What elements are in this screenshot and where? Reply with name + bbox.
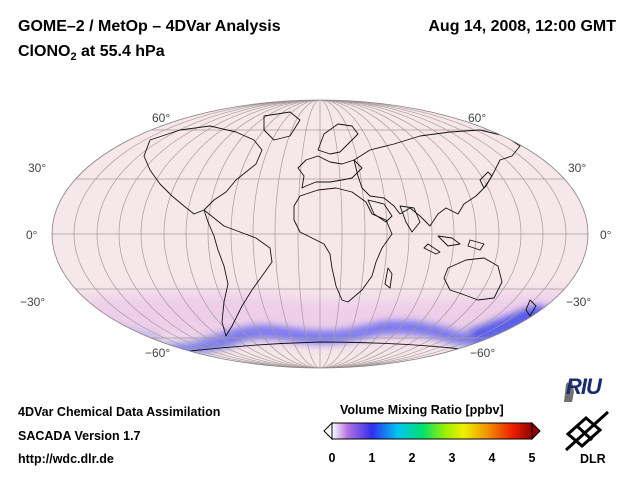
meridian-120 (140, 100, 500, 368)
lat-labels: 60° 30° 0° −30° −60° 60° 30° 0° −30° −60… (20, 111, 612, 360)
south-america-coast (203, 209, 273, 337)
lat-label-left-minus30: −30° (20, 295, 45, 309)
footer-line-1: 4DVar Chemical Data Assimilation (18, 405, 221, 419)
meridian-45 (252, 100, 388, 368)
sumatra-coast (423, 243, 441, 255)
meridian-135 (118, 100, 522, 368)
colorbar-tick-4: 4 (488, 451, 496, 465)
lat-label-left-0: 0° (26, 228, 38, 242)
meridian-165 (73, 100, 567, 368)
colorbar-max-arrow (531, 421, 541, 441)
meridian-15 (297, 100, 343, 368)
dlr-logo-icon (564, 410, 610, 452)
species-name: ClONO (18, 43, 71, 60)
greenland-coast (263, 111, 301, 141)
map-title: GOME–2 / MetOp – 4DVar Analysis (18, 18, 281, 35)
lat-label-left-30: 30° (28, 161, 46, 175)
map-outline (51, 99, 589, 369)
footer-line-2: SACADA Version 1.7 (18, 429, 141, 443)
asia-coast (353, 129, 521, 227)
colorbar-tick-0: 0 (328, 451, 336, 465)
band-core (200, 324, 420, 346)
colorbar-tick-1: 1 (368, 451, 376, 465)
new-zealand-coast (525, 299, 537, 317)
meridian-30 (274, 100, 366, 368)
riu-logo-icon (564, 380, 574, 402)
meridian-60 (230, 100, 410, 368)
lat-label-right-30: 30° (568, 161, 586, 175)
colorbar-min-arrow (323, 421, 333, 441)
colorbar-tick-5: 5 (528, 451, 536, 465)
meridian-75 (207, 100, 433, 368)
africa-coast (293, 187, 393, 303)
lat-label-right-minus60: −60° (470, 346, 495, 360)
lat-label-left-60: 60° (152, 111, 170, 125)
map-subtitle: ClONO2 at 55.4 hPa (18, 43, 165, 63)
riu-logo-text: RIU (566, 374, 602, 399)
madagascar-coast (384, 267, 393, 289)
borneo-coast (437, 235, 461, 247)
colorbar-tick-2: 2 (408, 451, 416, 465)
meridian-90 (185, 100, 455, 368)
colorbar-tick-3: 3 (448, 451, 456, 465)
india-coast (399, 205, 421, 233)
new-guinea-coast (467, 239, 485, 251)
lat-label-right-0: 0° (600, 228, 612, 242)
scandinavia-coast (317, 123, 359, 155)
footer-url[interactable]: http://wdc.dlr.de (18, 452, 114, 466)
meridian-150 (96, 100, 544, 368)
colorbar (323, 421, 541, 441)
arabia-coast (367, 199, 393, 223)
pressure-level: at 55.4 hPa (76, 43, 165, 60)
lat-label-right-minus30: −30° (566, 295, 591, 309)
japan-coast (479, 171, 493, 189)
meridian-105 (163, 100, 477, 368)
meridian-lines (73, 100, 567, 368)
australia-coast (443, 257, 503, 301)
lat-label-left-minus60: −60° (145, 346, 170, 360)
colorbar-title: Volume Mixing Ratio [ppbv] (340, 403, 504, 417)
colorbar-gradient (331, 422, 533, 440)
north-america-coast (143, 125, 263, 215)
world-map: 60° 30° 0° −30° −60° 60° 30° 0° −30° −60… (20, 99, 612, 369)
lat-label-right-60: 60° (468, 111, 486, 125)
map-date: Aug 14, 2008, 12:00 GMT (428, 18, 616, 35)
dlr-logo-text: DLR (580, 452, 606, 466)
species-subscript: 2 (70, 51, 77, 64)
